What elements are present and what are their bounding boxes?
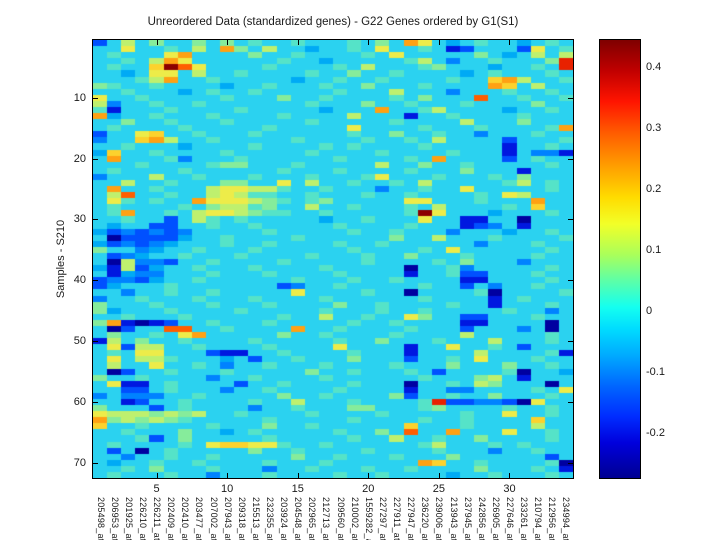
x-tick-label: 20 [362, 483, 375, 495]
gene-label: 233261_at [519, 497, 530, 540]
gene-label: 205498_at [95, 497, 106, 540]
y-tick-mark [93, 280, 98, 282]
gene-label: 210002_at [349, 497, 360, 540]
gene-label: 212713_at [321, 497, 332, 540]
colorbar-tick-label: 0.2 [646, 183, 662, 196]
y-tick-label: 10 [73, 91, 86, 104]
gene-label: 203924_at [279, 497, 290, 540]
gene-label: 239006_at [434, 497, 445, 540]
y-tick-mark [93, 341, 98, 343]
gene-label: 207943_at [222, 497, 233, 540]
y-tick-label: 30 [73, 213, 86, 226]
x-tick-mark [438, 40, 440, 45]
gene-label: 226905_at [490, 497, 501, 540]
gene-label: 202409_at [166, 497, 177, 540]
gene-label: 201925_at [123, 497, 134, 540]
gene-label: 215513_at [250, 497, 261, 540]
gene-label: 232355_at [264, 497, 275, 540]
gene-label: 213943_at [448, 497, 459, 540]
x-tick-label: 10 [220, 483, 234, 495]
gene-label: 202965_at [307, 497, 318, 540]
heatmap-plot [92, 39, 574, 479]
y-tick-label: 40 [73, 274, 86, 287]
y-tick-mark [568, 462, 573, 464]
y-axis-label: Samples - S210 [55, 219, 67, 299]
gene-label: 226210_at [137, 497, 148, 540]
gene-label: 206953_at [109, 497, 120, 540]
y-tick-mark [93, 401, 98, 403]
colorbar-tick-label: 0.3 [646, 121, 662, 134]
x-tick-label: 15 [291, 483, 304, 495]
y-tick-label: 50 [73, 335, 86, 348]
gene-label: 209560_at [335, 497, 346, 540]
gene-label: 203477_at [194, 497, 205, 540]
x-tick-label: 25 [432, 483, 445, 495]
gene-label: 202410_at [180, 497, 191, 540]
gene-label: 210794_at [533, 497, 544, 540]
y-tick-mark [93, 462, 98, 464]
gene-label: 237945_at [462, 497, 473, 540]
y-tick-mark [93, 158, 98, 160]
gene-label: 227297_at [377, 497, 388, 540]
x-tick-mark [227, 40, 229, 45]
y-tick-label: 70 [73, 456, 86, 469]
x-tick-mark [509, 473, 511, 478]
gene-label: 234994_at [561, 497, 572, 540]
gene-label: 209318_at [236, 497, 247, 540]
x-tick-mark [368, 40, 370, 45]
colorbar-tick-label: -0.2 [646, 427, 665, 440]
x-tick-mark [297, 473, 299, 478]
y-tick-mark [93, 219, 98, 221]
gene-label: 227911_at [392, 497, 403, 540]
x-tick-label: 5 [153, 483, 160, 495]
gene-label: 242856_at [476, 497, 487, 540]
x-tick-mark [297, 40, 299, 45]
x-tick-mark [227, 473, 229, 478]
y-tick-mark [568, 401, 573, 403]
x-tick-label: 30 [503, 483, 516, 495]
x-tick-mark [438, 473, 440, 478]
x-tick-mark [156, 40, 158, 45]
x-tick-mark [156, 473, 158, 478]
y-tick-mark [568, 280, 573, 282]
gene-label: 1559282_at [363, 497, 374, 540]
y-tick-mark [568, 97, 573, 99]
y-tick-label: 60 [73, 395, 86, 408]
y-tick-mark [568, 158, 573, 160]
colorbar-tick-label: 0.1 [646, 244, 662, 257]
colorbar-tick-label: 0 [646, 305, 653, 318]
gene-label: 236220_at [420, 497, 431, 540]
colorbar-tick-label: -0.1 [646, 366, 665, 379]
y-tick-mark [568, 219, 573, 221]
gene-label: 227646_at [504, 497, 515, 540]
y-tick-label: 20 [73, 152, 86, 165]
chart-title: Unreordered Data (standardized genes) - … [147, 16, 519, 28]
x-tick-mark [509, 40, 511, 45]
x-tick-mark [368, 473, 370, 478]
gene-label: 207002_at [208, 497, 219, 540]
gene-label: 212956_at [547, 497, 558, 540]
gene-label: 226211_at [152, 497, 163, 540]
gene-label: 227947_at [406, 497, 417, 540]
heatmap-canvas [93, 40, 573, 478]
colorbar [599, 39, 641, 479]
colorbar-tick-label: 0.4 [646, 60, 662, 73]
y-tick-mark [93, 97, 98, 99]
y-tick-mark [568, 341, 573, 343]
gene-label: 204548_at [293, 497, 304, 540]
